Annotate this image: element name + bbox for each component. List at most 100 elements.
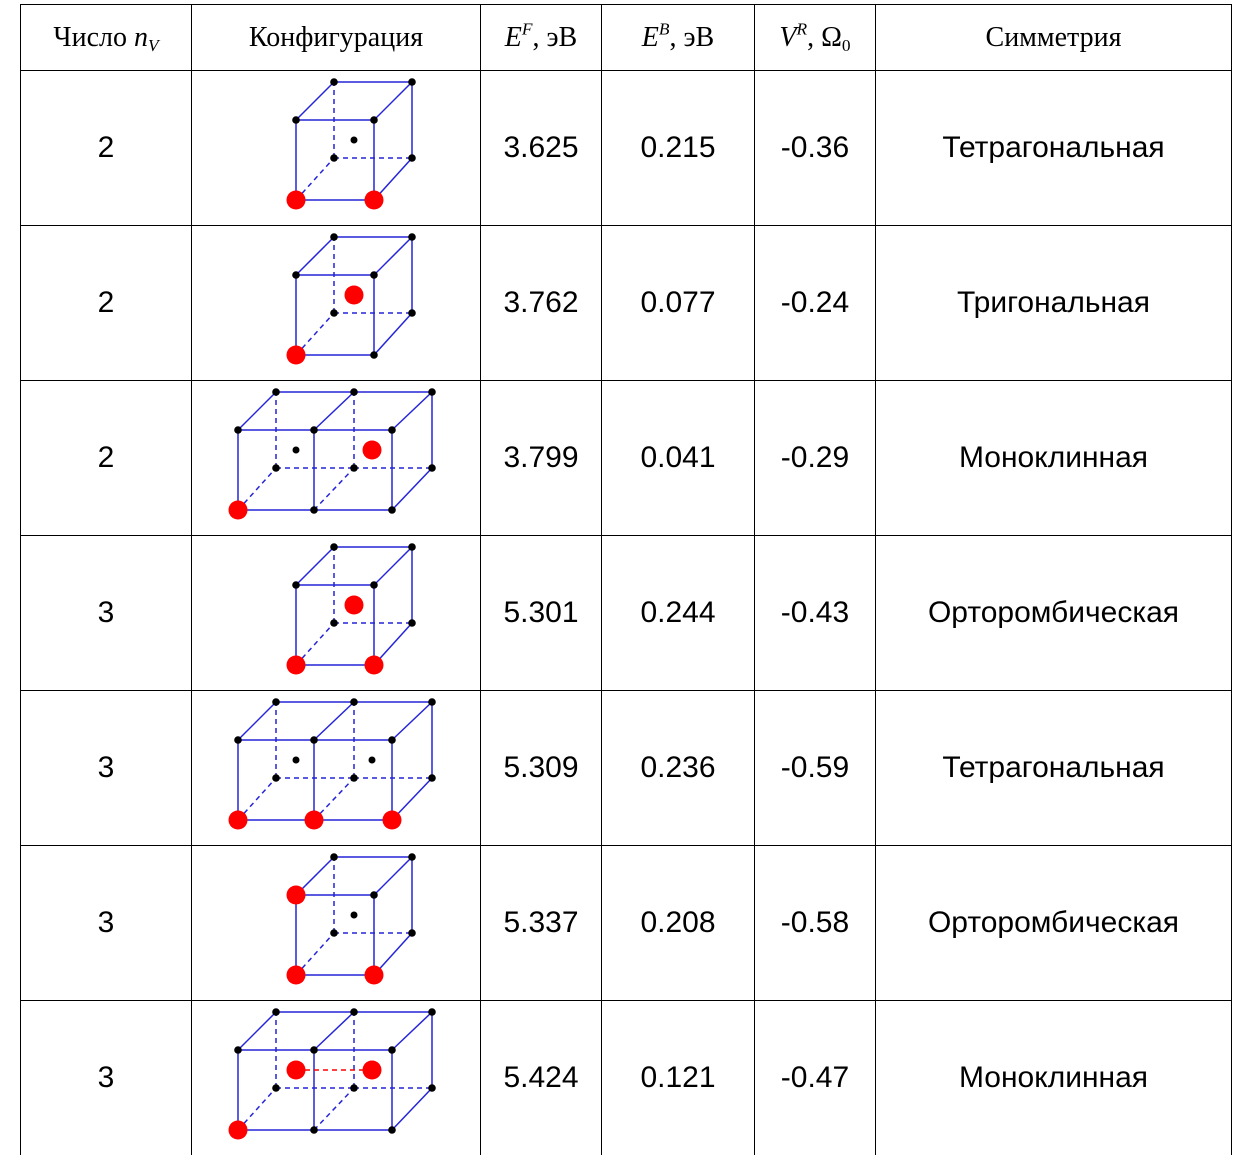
header-ef-var: E [505,22,522,53]
binding-energy-cell-value: 0.077 [640,286,715,319]
atom-site [408,619,416,627]
vacancy-site [287,886,306,905]
symmetry-cell: Орторомбическая [876,846,1232,1001]
header-symmetry: Симметрия [876,5,1232,71]
header-count: Число nV [21,5,192,71]
atom-site [272,774,280,782]
atom-site [330,78,338,86]
atom-site [330,154,338,162]
vacancy-site [383,811,402,830]
formation-energy-cell: 3.625 [481,71,602,226]
atom-site [428,464,436,472]
vacancy-site [363,1061,382,1080]
atom-site [350,388,358,396]
symmetry-cell: Моноклинная [876,1001,1232,1155]
vacancy-site [287,191,306,210]
header-symmetry-label: Симметрия [986,22,1122,53]
atom-site [234,736,242,744]
cube-edge [238,702,276,740]
vacancy-site [365,656,384,675]
configuration-cell [192,691,481,846]
relaxation-volume-cell-value: -0.36 [781,131,849,164]
header-ef-sup: F [522,19,533,38]
atom-site [388,506,396,514]
formation-energy-cell-value: 5.309 [503,751,578,784]
cube-edge [314,1012,354,1050]
formation-energy-cell-value: 5.424 [503,1061,578,1094]
cube-edge [392,392,432,430]
count-cell: 2 [21,71,192,226]
relaxation-volume-cell-value: -0.47 [781,1061,849,1094]
atom-site [408,543,416,551]
atom-site [428,1008,436,1016]
atom-site [351,912,358,919]
cube-edge [374,857,412,895]
atom-site [350,1084,358,1092]
header-binding-energy: EB, эВ [602,5,755,71]
cube-edge [238,1012,276,1050]
binding-energy-cell-value: 0.244 [640,596,715,629]
cube-two-bottom-front-vacancies-icon [246,78,426,218]
atom-site [388,736,396,744]
vacancy-site [365,966,384,985]
atom-site [293,757,300,764]
hidden-edge [314,468,354,510]
configuration-cell [192,846,481,1001]
atom-site [234,1046,242,1054]
atom-site [272,388,280,396]
atom-site [310,1126,318,1134]
vacancy-site [363,441,382,460]
formation-energy-cell-value: 3.625 [503,131,578,164]
header-formation-energy: EF, эВ [481,5,602,71]
vacancy-site [287,966,306,985]
header-configuration: Конфигурация [192,5,481,71]
cube-edge [314,392,354,430]
formation-energy-cell: 5.309 [481,691,602,846]
atom-site [310,506,318,514]
atom-site [428,774,436,782]
header-eb-sup: B [659,19,670,38]
atom-site [388,426,396,434]
atom-site [408,309,416,317]
atom-site [350,698,358,706]
atom-site [428,698,436,706]
binding-energy-cell: 0.121 [602,1001,755,1155]
vacancy-site [229,811,248,830]
cube-edge [392,1012,432,1050]
atom-site [310,736,318,744]
vacancy-site [287,656,306,675]
symmetry-cell: Тетрагональная [876,71,1232,226]
binding-energy-cell: 0.215 [602,71,755,226]
relaxation-volume-cell: -0.47 [755,1001,876,1155]
symmetry-cell: Моноклинная [876,381,1232,536]
count-cell: 3 [21,846,192,1001]
symmetry-cell-value: Тетрагональная [942,751,1164,784]
cube-edge [238,392,276,430]
cube-edge [392,1088,432,1130]
header-vr-var: V [779,22,796,53]
atom-site [292,581,300,589]
atom-site [350,464,358,472]
atom-site [370,116,378,124]
binding-energy-cell-value: 0.215 [640,131,715,164]
atom-site [370,271,378,279]
formation-energy-cell-value: 3.799 [503,441,578,474]
cube-edge [392,702,432,740]
header-relaxation-volume: VR, Ω0 [755,5,876,71]
header-count-var: n [134,22,148,53]
vacancy-site [229,1121,248,1140]
vacancy-site [287,1061,306,1080]
double-cube-corner-and-two-center-vacancies-icon [226,1008,446,1148]
cube-edge [296,237,334,275]
cube-two-corners-and-center-vacancies-icon [246,543,426,683]
symmetry-cell-value: Орторомбическая [928,906,1179,939]
cube-edge [374,237,412,275]
atom-site [369,757,376,764]
binding-energy-cell: 0.236 [602,691,755,846]
atom-site [292,271,300,279]
symmetry-cell-value: Тригональная [957,286,1150,319]
atom-site [330,543,338,551]
